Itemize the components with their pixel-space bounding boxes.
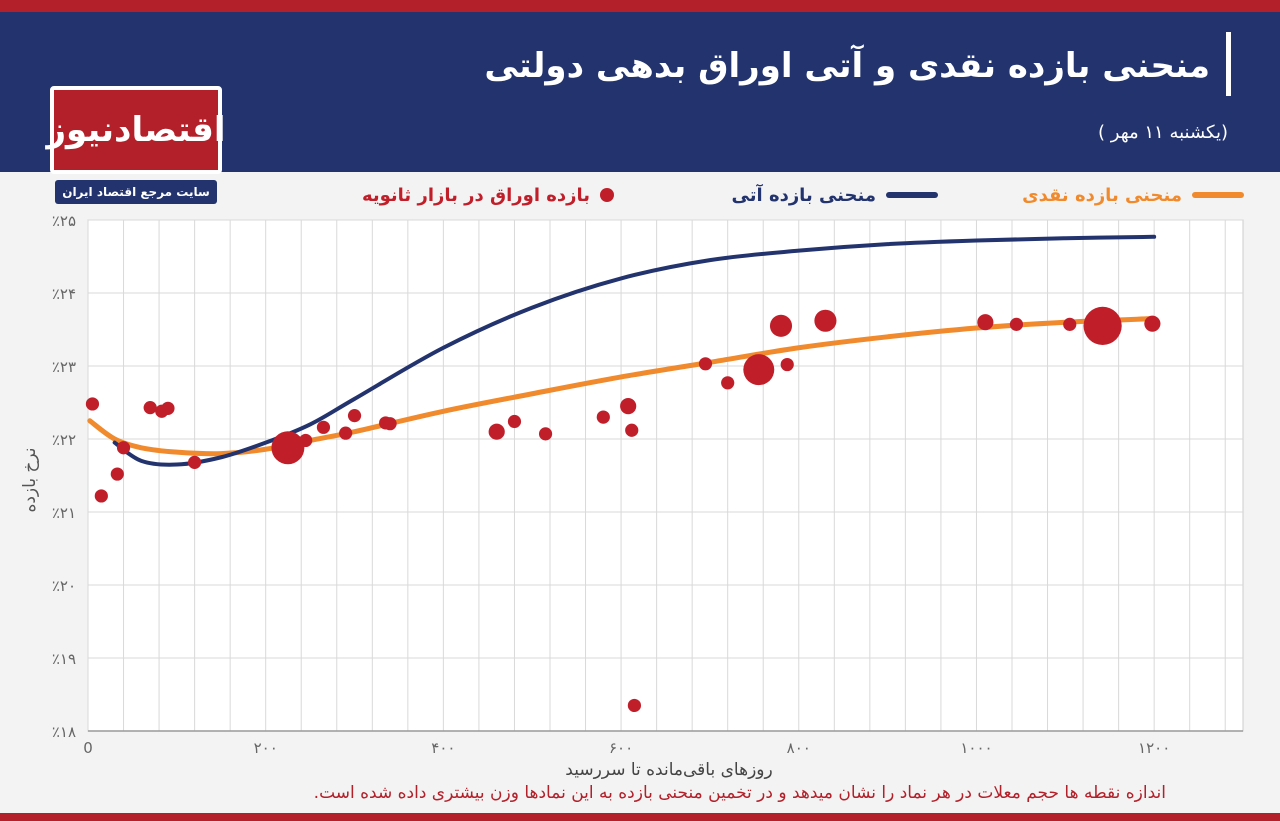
bond-point [383,417,397,431]
bond-point [625,423,639,437]
bond-point [271,431,305,465]
page-title: منحنی بازده نقدی و آتی اوراق بدهی دولتی [484,46,1210,86]
x-tick-label: ۱۲۰۰ [1138,739,1170,757]
bond-point [780,357,794,372]
bond-point [769,314,793,337]
bond-point [507,414,522,429]
bond-point [1144,315,1161,332]
bond-point [299,433,313,448]
curves [87,234,1157,467]
logo-tagline: سایت مرجع اقتصاد ایران [55,180,217,204]
bond-point [94,489,108,503]
bond-point [538,427,553,441]
bond-point [1009,317,1024,331]
bond-point [188,455,202,469]
bond-point [143,401,157,415]
date-label: (یکشنبه ۱۱ مهر ) [1098,122,1228,143]
bond-point [596,410,610,424]
bond-point [110,467,124,481]
bond-point [161,401,175,415]
x-tick-label: ۱۰۰۰ [960,739,992,757]
y-axis-title: نرخ بازده [20,447,40,513]
x-tick-label: ۲۰۰ [254,739,278,757]
legend-forward-swatch [886,192,938,198]
bond-points [85,306,1161,713]
bond-point [316,420,331,434]
top-accent-bar [0,0,1280,12]
legend-forward: منحنی بازده آتی [732,182,938,208]
y-tick-label: ٪۲۲ [52,431,76,449]
grid [87,219,1243,732]
forward-curve-line [112,234,1157,467]
logo[interactable]: اقتصادنیوز [46,86,226,174]
x-tick-label: ۸۰۰ [787,739,811,757]
bond-point [620,398,637,415]
logo-text: اقتصادنیوز [46,110,226,150]
bond-point [743,354,775,386]
y-tick-label: ٪۱۹ [52,650,76,668]
legend-bonds-swatch [600,188,614,202]
bond-point [1063,317,1077,331]
x-tick-label: ۴۰۰ [431,739,455,757]
bond-point [347,409,362,423]
bond-point [627,698,642,713]
x-axis-title: روزهای باقی‌مانده تا سررسید [565,760,773,780]
legend-spot-label: منحنی بازده نقدی [1022,184,1182,206]
spot-curve-line [87,316,1157,457]
title-divider [1226,32,1231,96]
bond-point [339,426,353,440]
legend-spot-swatch [1192,192,1244,198]
bond-point [85,397,100,411]
y-tick-label: ٪۲۴ [52,285,76,303]
footnote: اندازه نقطه ها حجم معلات در هر نماد را ن… [313,783,1166,803]
bond-point [721,376,735,390]
axes: ٪۱۸ ٪۱۹ ٪۲۰ ٪۲۱ ٪۲۲ ٪۲۳ ٪۲۴ ٪۲۵ 0 ۲۰۰ ۴۰۰ ۶۰۰ ۸۰۰ ۱۰۰… [52,212,1243,757]
x-tick-label: ۶۰۰ [609,739,633,757]
bond-point [488,423,505,440]
bond-point [814,309,837,332]
bond-point [1107,319,1121,333]
legend-forward-label: منحنی بازده آتی [731,184,876,206]
bond-point [1083,306,1122,345]
plot-area [87,219,1244,732]
y-tick-label: ٪۲۳ [52,358,76,376]
bond-point [698,357,713,371]
legend-bonds: بازده اوراق در بازار ثانویه [362,182,614,208]
legend-bonds-label: بازده اوراق در بازار ثانویه [361,184,590,206]
legend-spot: منحنی بازده نقدی [1022,182,1244,208]
x-tick-label: 0 [83,739,93,757]
bond-point [116,441,131,455]
y-tick-label: ٪۲۱ [52,504,76,522]
bond-point [977,314,994,331]
y-tick-label: ٪۲۵ [52,212,76,230]
y-tick-label: ٪۲۰ [52,577,76,595]
bottom-accent-bar [0,813,1280,821]
y-tick-label: ٪۱۸ [52,723,76,741]
